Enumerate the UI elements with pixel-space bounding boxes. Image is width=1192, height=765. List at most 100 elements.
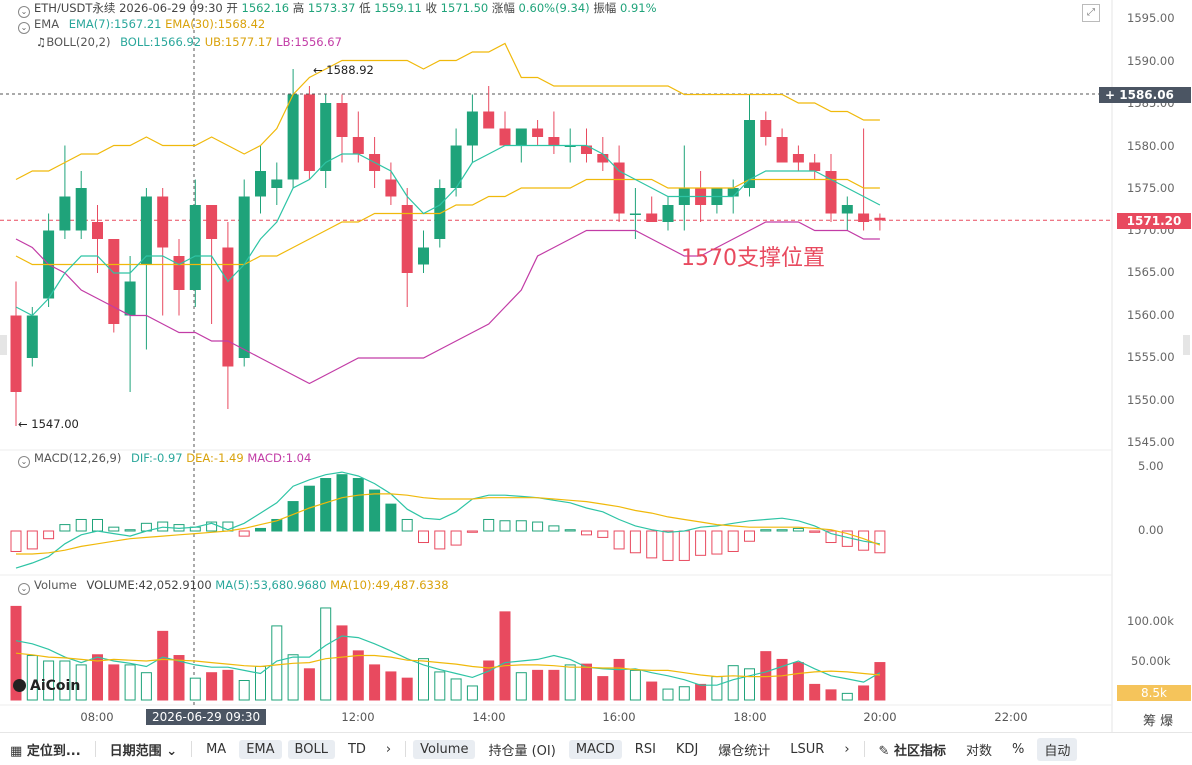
- volume-bar: [532, 669, 544, 701]
- ema7-value: EMA(7):1567.21: [68, 17, 162, 31]
- divider: [94, 741, 96, 757]
- macd-bar: [401, 518, 413, 532]
- chevron-down-icon[interactable]: ⌄: [18, 6, 30, 18]
- macd-bar: [613, 530, 625, 550]
- ema30-line: [15, 178, 880, 266]
- volume-bar: [92, 654, 103, 701]
- macd-bar: [238, 530, 250, 537]
- indicator-td[interactable]: TD: [347, 741, 366, 757]
- bell-icon[interactable]: ♫: [36, 35, 47, 49]
- candle-body: [662, 205, 674, 222]
- macd-bar: [499, 520, 511, 532]
- macd-bar: [727, 530, 739, 552]
- volume-bar: [75, 664, 87, 701]
- divider: [405, 741, 407, 757]
- volume-bar: [581, 663, 592, 701]
- indicator-volume[interactable]: Volume: [413, 739, 476, 759]
- boll-mid-value: BOLL:1566.92: [120, 35, 202, 49]
- indicator-lsur[interactable]: LSUR: [790, 741, 825, 757]
- time-tick: 08:00: [80, 710, 114, 724]
- time-tick: 14:00: [472, 710, 506, 724]
- macd-bar: [646, 530, 658, 559]
- macd-dea-line: [16, 493, 881, 555]
- macd-bar: [483, 518, 495, 532]
- volume-bar: [744, 668, 755, 701]
- locate-button[interactable]: ▦ 定位到...: [10, 743, 81, 759]
- chevron-down-icon[interactable]: ⌄: [18, 22, 30, 34]
- chevron-down-icon[interactable]: ⌄: [18, 583, 30, 595]
- chevron-right-icon[interactable]: ›: [844, 741, 850, 757]
- candle-body: [776, 137, 788, 163]
- macd-bar: [776, 529, 788, 532]
- log-scale-toggle[interactable]: 对数: [965, 743, 992, 759]
- indicator-ema[interactable]: EMA: [239, 739, 282, 759]
- macd-bar: [92, 518, 103, 532]
- time-tick: 16:00: [602, 710, 636, 724]
- volume-bar: [238, 680, 250, 701]
- price-tick: 1555.00: [1127, 350, 1175, 364]
- volume-ma5-line: [15, 635, 881, 686]
- scroll-right-handle: [1183, 335, 1190, 355]
- indicator-rsi[interactable]: RSI: [634, 741, 656, 757]
- macd-bar: [695, 530, 707, 556]
- candle-body: [206, 205, 218, 239]
- candle-body: [597, 154, 609, 163]
- indicator-macd[interactable]: MACD: [568, 739, 622, 759]
- indicator-oi[interactable]: 持仓量 (OI): [488, 743, 556, 759]
- volume-bar: [369, 664, 381, 701]
- edit-icon: ✎: [878, 743, 894, 759]
- macd-bar: [206, 521, 218, 532]
- indicator-kdj[interactable]: KDJ: [675, 741, 699, 757]
- macd-bar: [352, 478, 364, 532]
- macd-bar: [711, 530, 723, 555]
- kline-chart[interactable]: [0, 0, 1192, 732]
- indicator-ma[interactable]: MA: [206, 741, 227, 757]
- auto-scale-toggle[interactable]: 自动: [1037, 737, 1078, 761]
- bar-time: 2026-06-29 09:30: [119, 1, 223, 15]
- macd-dif-value: DIF:-0.97: [131, 451, 183, 465]
- last-volume-badge: 8.5k: [1117, 685, 1191, 701]
- indicator-liquidation[interactable]: 爆仓统计: [718, 743, 771, 759]
- aicoin-logo: AiCoin: [13, 678, 80, 694]
- macd-bar: [336, 474, 348, 532]
- price-tick: 1565.00: [1127, 265, 1175, 279]
- volume-bar: [874, 662, 886, 701]
- candle-body: [238, 196, 250, 358]
- fullscreen-icon[interactable]: ⤢: [1082, 4, 1100, 22]
- candle-body: [173, 256, 185, 290]
- price-tick: 1580.00: [1127, 139, 1175, 153]
- candle-body: [303, 94, 315, 171]
- crosshair-price-badge: + 1586.06: [1099, 87, 1191, 103]
- price-tick: 1590.00: [1127, 54, 1175, 68]
- volume-bar: [825, 689, 837, 701]
- macd-bar: [271, 518, 283, 532]
- candle-body: [271, 179, 283, 188]
- macd-bar: [434, 530, 446, 550]
- chip-toggle[interactable]: 筹 爆: [1143, 714, 1174, 729]
- macd-bar: [874, 530, 886, 554]
- volume-bar: [173, 655, 185, 701]
- candle-body: [320, 103, 332, 171]
- candle-body: [515, 128, 527, 146]
- volume-bar: [287, 654, 299, 701]
- volume-bar: [597, 676, 609, 701]
- date-range-dropdown[interactable]: 日期范围 ⌄: [109, 743, 178, 759]
- volume-ma5-value: MA(5):53,680.9680: [215, 578, 327, 592]
- calendar-icon: ▦: [10, 743, 27, 759]
- indicator-boll[interactable]: BOLL: [287, 739, 335, 759]
- candle-body: [336, 103, 348, 137]
- chevron-right-icon[interactable]: ›: [385, 741, 392, 757]
- volume-bar: [841, 692, 853, 701]
- chevron-down-icon[interactable]: ⌄: [18, 456, 30, 468]
- volume-bar: [564, 664, 576, 701]
- macd-dif-line: [15, 471, 880, 569]
- candle-body: [744, 120, 755, 188]
- percent-toggle[interactable]: %: [1012, 741, 1025, 757]
- candle-body: [858, 213, 870, 222]
- volume-bar: [695, 683, 707, 701]
- macd-bar: [809, 530, 821, 533]
- candle-body: [92, 222, 103, 239]
- candle-body: [352, 137, 364, 154]
- community-indicators-button[interactable]: ✎ 社区指标: [878, 743, 946, 759]
- volume-bar: [629, 669, 641, 701]
